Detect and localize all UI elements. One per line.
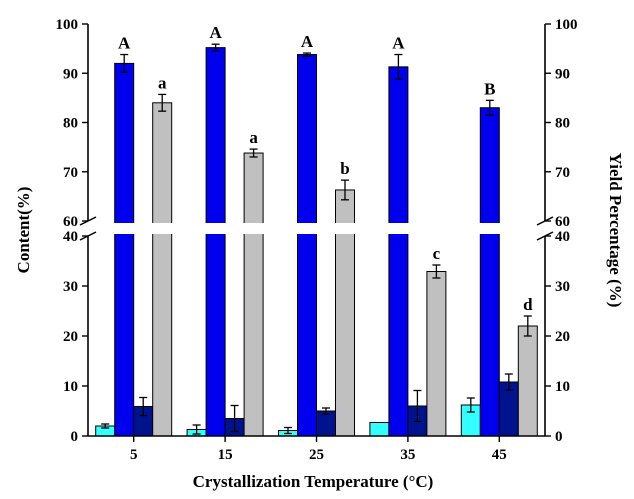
bar-series1-cat-35 <box>369 422 390 437</box>
y-tick-label-right-20: 20 <box>555 329 570 345</box>
significance-label-series4-cat-25: b <box>340 159 349 178</box>
y-tick-label-left-100: 100 <box>56 17 79 33</box>
significance-label-series4-cat-35: c <box>433 244 441 263</box>
y-tick-label-left-10: 10 <box>63 379 78 395</box>
y-tick-label-left-40: 40 <box>63 229 78 245</box>
y-tick-label-left-80: 80 <box>63 116 78 132</box>
significance-label-series2-cat-5: A <box>118 34 131 53</box>
y-axis-title-right: Yield Percentage (%) <box>606 153 625 308</box>
y-tick-label-right-10: 10 <box>555 379 570 395</box>
y-tick-label-right-80: 80 <box>555 116 570 132</box>
y-tick-label-right-100: 100 <box>555 17 578 33</box>
axes-layer: 0102030406070809010001020304060708090100… <box>56 17 578 463</box>
y-tick-label-right-40: 40 <box>555 229 570 245</box>
x-tick-label-5: 5 <box>130 447 138 463</box>
y-tick-label-left-30: 30 <box>63 279 78 295</box>
y-tick-label-left-70: 70 <box>63 165 78 181</box>
axis-break-gap <box>78 223 555 234</box>
x-axis-title: Crystallization Temperature (°C) <box>193 472 434 491</box>
significance-label-series2-cat-35: A <box>392 34 405 53</box>
x-tick-label-25: 25 <box>309 447 324 463</box>
y-tick-label-left-20: 20 <box>63 329 78 345</box>
y-tick-label-right-60: 60 <box>555 214 570 230</box>
significance-label-series2-cat-25: A <box>301 32 314 51</box>
x-tick-label-45: 45 <box>492 447 507 463</box>
significance-label-series4-cat-5: a <box>158 73 167 92</box>
bar-series2-cat-15 <box>205 47 226 437</box>
x-tick-label-15: 15 <box>218 447 233 463</box>
significance-label-series4-cat-15: a <box>249 128 258 147</box>
y-tick-label-right-90: 90 <box>555 66 570 82</box>
x-tick-label-35: 35 <box>400 447 415 463</box>
y-tick-label-right-30: 30 <box>555 279 570 295</box>
labels-layer: A A A A Ba a b c d <box>118 23 533 314</box>
bar-series4-cat-15 <box>243 152 264 437</box>
bar-series4-cat-35 <box>426 271 447 437</box>
bar-series4-cat-45 <box>517 325 538 437</box>
y-tick-label-right-70: 70 <box>555 165 570 181</box>
significance-label-series4-cat-45: d <box>523 295 533 314</box>
y-tick-label-right-0: 0 <box>555 429 563 445</box>
bar-series2-cat-5 <box>114 62 135 437</box>
y-axis-title-left: Content(%) <box>14 187 33 274</box>
bar-series4-cat-5 <box>152 102 173 437</box>
bar-series2-cat-45 <box>479 107 500 437</box>
y-tick-label-left-90: 90 <box>63 66 78 82</box>
bars-layer <box>95 43 538 437</box>
bar-series2-cat-35 <box>388 66 409 437</box>
y-tick-label-left-60: 60 <box>63 214 78 230</box>
significance-label-series2-cat-45: B <box>484 79 495 98</box>
bar-series2-cat-25 <box>297 54 317 437</box>
bar-series3-cat-25 <box>316 410 336 437</box>
y-tick-label-left-0: 0 <box>71 429 79 445</box>
significance-label-series2-cat-15: A <box>209 23 222 42</box>
